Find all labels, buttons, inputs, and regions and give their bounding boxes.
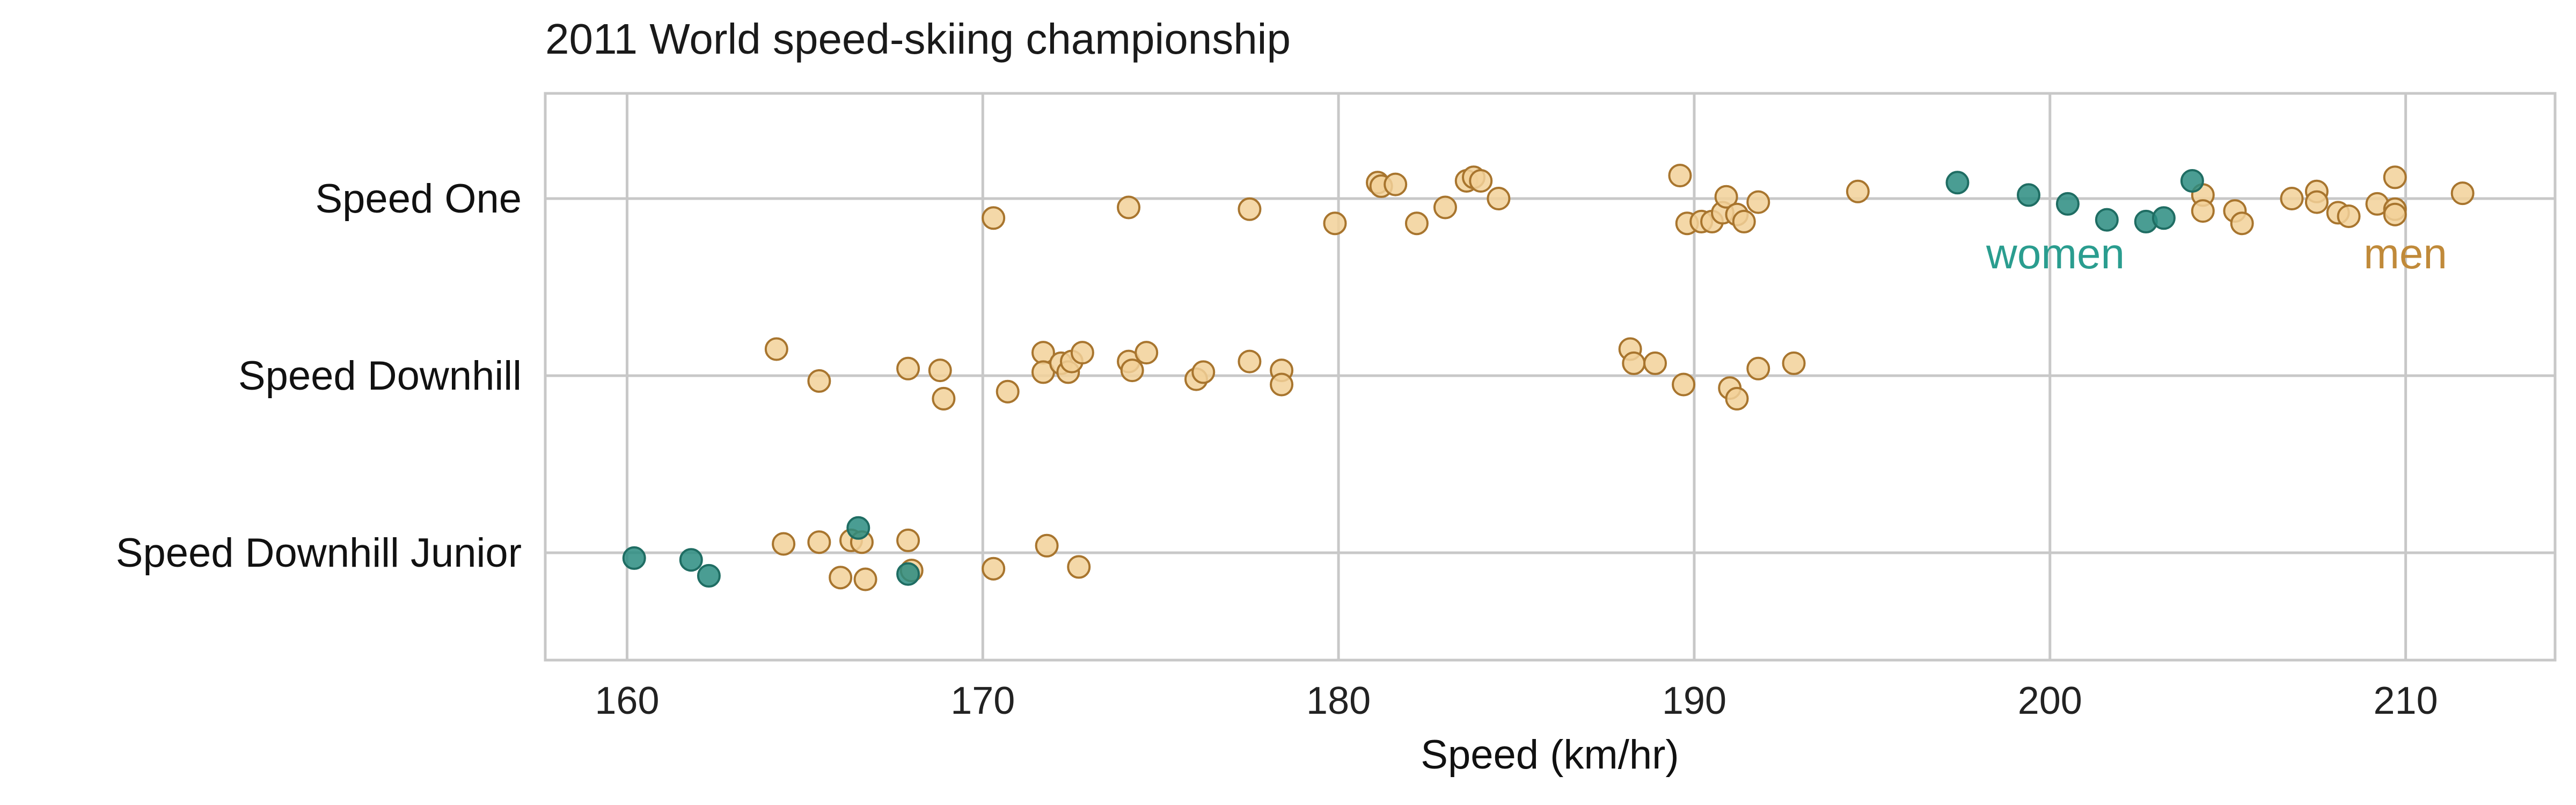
data-point-men xyxy=(2230,211,2254,236)
data-point-women xyxy=(2055,192,2080,216)
data-point-women xyxy=(697,564,721,588)
data-point-women xyxy=(679,548,703,572)
annotation-men: men xyxy=(2363,230,2447,277)
x-tick-label: 210 xyxy=(2374,679,2438,722)
data-point-men xyxy=(2450,181,2475,206)
data-point-women xyxy=(2151,206,2176,230)
data-point-women xyxy=(1945,171,1970,195)
data-point-men xyxy=(1070,341,1094,365)
x-tick-label: 180 xyxy=(1306,679,1371,722)
data-point-men xyxy=(2337,204,2361,228)
data-point-men xyxy=(853,567,877,591)
data-point-women xyxy=(2180,169,2204,193)
data-point-women xyxy=(622,546,646,570)
data-point-women xyxy=(2095,208,2119,232)
data-point-men xyxy=(1404,211,1429,236)
data-point-men xyxy=(1120,358,1144,383)
data-point-men xyxy=(1270,372,1294,397)
data-point-men xyxy=(2304,190,2329,214)
data-point-men xyxy=(1622,351,1646,375)
x-tick-label: 170 xyxy=(950,679,1015,722)
data-point-men xyxy=(896,356,920,380)
data-point-men xyxy=(1191,360,1216,384)
data-point-men xyxy=(982,557,1006,581)
y-tick-label: Speed One xyxy=(315,176,522,222)
data-point-men xyxy=(928,358,952,383)
data-point-men xyxy=(1846,179,1870,203)
data-point-men xyxy=(1732,209,1756,233)
plot-frame xyxy=(544,92,2557,662)
data-point-men xyxy=(996,379,1020,404)
data-point-men xyxy=(1668,164,1692,188)
data-point-women xyxy=(846,516,870,540)
data-point-men xyxy=(1643,351,1667,375)
gridlines xyxy=(545,93,2555,660)
data-point-women xyxy=(896,562,920,586)
data-point-men xyxy=(1672,372,1696,397)
data-point-men xyxy=(1384,172,1408,196)
data-point-men xyxy=(1746,356,1770,380)
data-point-men xyxy=(1135,341,1159,365)
axis-ticks: 160 170 180 190 200 210 Speed One Speed Downhil… xyxy=(116,176,2438,722)
data-point-men xyxy=(1067,555,1091,579)
y-tick-label: Speed Downhill xyxy=(238,353,522,399)
y-tick-label: Speed Downhill Junior xyxy=(116,530,522,576)
chart-title: 2011 World speed-skiing championship xyxy=(545,15,1291,63)
data-point-men xyxy=(2191,199,2215,223)
data-point-men xyxy=(807,369,831,393)
data-point-women xyxy=(2017,183,2041,207)
data-point-men xyxy=(982,206,1006,230)
x-axis-label: Speed (km/hr) xyxy=(1421,732,1679,778)
data-point-men xyxy=(772,532,796,556)
data-point-men xyxy=(1725,386,1749,411)
data-point-men xyxy=(1469,169,1493,193)
data-point-men xyxy=(1714,185,1738,209)
data-point-men xyxy=(1238,349,1262,374)
data-point-men xyxy=(1238,197,1262,221)
data-point-men xyxy=(2383,202,2407,226)
x-tick-label: 190 xyxy=(1662,679,1726,722)
data-point-men xyxy=(1117,195,1141,219)
data-point-men xyxy=(2383,165,2407,189)
x-tick-label: 200 xyxy=(2018,679,2082,722)
data-point-men xyxy=(1487,187,1511,210)
data-point-men xyxy=(932,386,956,411)
data-point-men xyxy=(2280,187,2304,210)
data-point-men xyxy=(1035,533,1059,558)
data-point-men xyxy=(1323,211,1347,236)
data-point-men xyxy=(807,530,831,554)
x-tick-label: 160 xyxy=(595,679,659,722)
data-point-men xyxy=(1433,195,1457,219)
data-point-men xyxy=(1782,351,1806,375)
data-point-men xyxy=(896,528,920,552)
data-point-men xyxy=(1746,190,1770,214)
annotation-women: women xyxy=(1986,230,2125,277)
data-point-men xyxy=(829,566,853,590)
data-point-men xyxy=(764,337,788,361)
data-points xyxy=(622,164,2475,591)
